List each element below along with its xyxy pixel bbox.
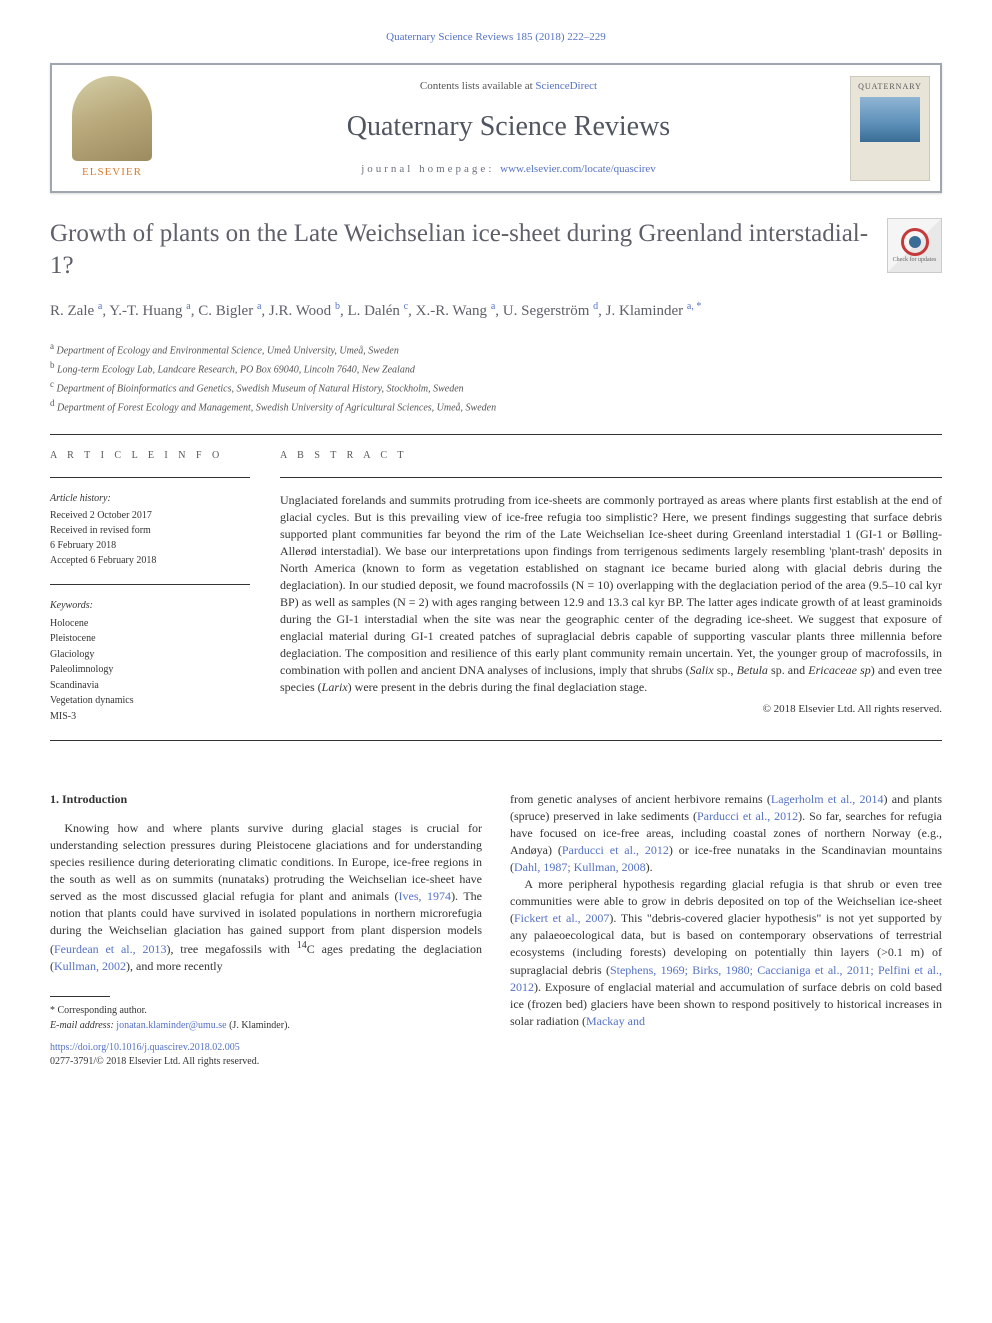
contents-prefix: Contents lists available at [420,80,535,92]
authors-line: R. Zale a, Y.-T. Huang a, C. Bigler a, J… [50,299,942,323]
divider [280,477,942,478]
affiliations: a Department of Ecology and Environmenta… [50,340,942,415]
affiliation-d: d Department of Forest Ecology and Manag… [50,397,942,416]
corresponding-author-note: * Corresponding author. [50,1003,482,1018]
homepage-url[interactable]: www.elsevier.com/locate/quascirev [500,163,656,175]
history-items: Received 2 October 2017 Received in revi… [50,508,250,568]
footnote-separator [50,996,110,997]
history-accepted: Accepted 6 February 2018 [50,553,250,568]
body-paragraph: Knowing how and where plants survive dur… [50,820,482,975]
keyword: Holocene [50,616,250,632]
body-paragraph: from genetic analyses of ancient herbivo… [510,791,942,876]
affiliation-c: c Department of Bioinformatics and Genet… [50,378,942,397]
doi-link[interactable]: https://doi.org/10.1016/j.quascirev.2018… [50,1041,482,1055]
body-columns: 1. Introduction Knowing how and where pl… [50,791,942,1069]
body-col-left: 1. Introduction Knowing how and where pl… [50,791,482,1069]
body-paragraph: A more peripheral hypothesis regarding g… [510,876,942,1029]
affiliation-a: a Department of Ecology and Environmenta… [50,340,942,359]
keywords-label: Keywords: [50,599,250,613]
breadcrumb[interactable]: Quaternary Science Reviews 185 (2018) 22… [50,30,942,45]
divider [50,434,942,435]
abstract-copyright: © 2018 Elsevier Ltd. All rights reserved… [280,702,942,717]
homepage-label: journal homepage: [361,163,500,175]
crossmark-label: Check for updates [893,256,937,264]
keyword: Scandinavia [50,678,250,694]
history-revised-2: 6 February 2018 [50,538,250,553]
cover-image-icon [860,97,920,142]
divider [50,584,250,585]
publisher-name: ELSEVIER [82,165,142,180]
history-revised-1: Received in revised form [50,523,250,538]
crossmark-icon [901,228,929,256]
keyword: Pleistocene [50,631,250,647]
keyword: MIS-3 [50,709,250,725]
contents-line: Contents lists available at ScienceDirec… [177,79,840,94]
keyword: Vegetation dynamics [50,693,250,709]
email-suffix: (J. Klaminder). [227,1020,290,1031]
journal-cover-thumbnail[interactable]: QUATERNARY [850,76,930,181]
publisher-logo[interactable]: ELSEVIER [62,73,162,183]
body-col-right: from genetic analyses of ancient herbivo… [510,791,942,1069]
email-label: E-mail address: [50,1020,116,1031]
divider [50,740,942,741]
issn-copyright: 0277-3791/© 2018 Elsevier Ltd. All right… [50,1055,482,1069]
article-title: Growth of plants on the Late Weichselian… [50,218,872,281]
journal-name: Quaternary Science Reviews [177,107,840,146]
sciencedirect-link[interactable]: ScienceDirect [535,80,597,92]
elsevier-tree-icon [72,76,152,161]
keywords-list: Holocene Pleistocene Glaciology Paleolim… [50,616,250,725]
abstract-text: Unglaciated forelands and summits protru… [280,492,942,696]
crossmark-badge[interactable]: Check for updates [887,218,942,273]
homepage-line: journal homepage: www.elsevier.com/locat… [177,162,840,177]
email-line: E-mail address: jonatan.klaminder@umu.se… [50,1018,482,1033]
history-received: Received 2 October 2017 [50,508,250,523]
section-heading: 1. Introduction [50,791,482,808]
keyword: Glaciology [50,647,250,663]
keyword: Paleolimnology [50,662,250,678]
history-label: Article history: [50,492,250,506]
email-link[interactable]: jonatan.klaminder@umu.se [116,1020,226,1031]
article-info-label: A R T I C L E I N F O [50,449,250,463]
divider [50,477,250,478]
affiliation-b: b Long-term Ecology Lab, Landcare Resear… [50,359,942,378]
journal-header: ELSEVIER Contents lists available at Sci… [50,63,942,193]
abstract-label: A B S T R A C T [280,449,942,463]
cover-title: QUATERNARY [858,81,922,92]
